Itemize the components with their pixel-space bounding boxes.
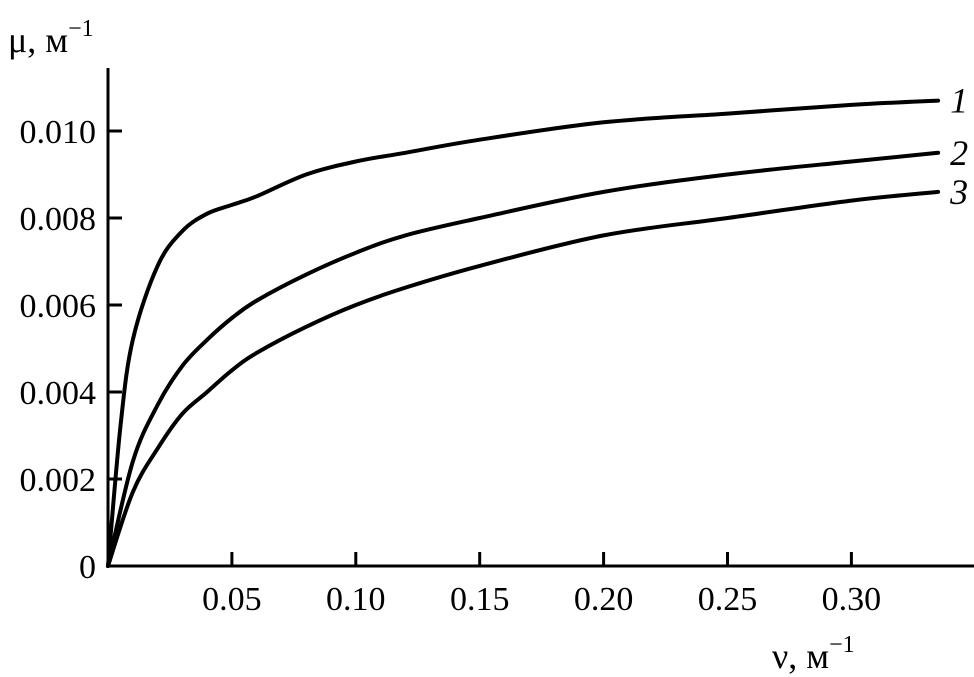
y-tick-label: 0: [79, 549, 96, 586]
x-tick-label: 0.30: [822, 581, 882, 618]
x-tick-label: 0.25: [698, 581, 758, 618]
x-tick-label: 0.15: [450, 581, 510, 618]
y-tick-label: 0.008: [20, 201, 97, 238]
y-tick-label: 0.006: [20, 288, 97, 325]
series-1-label: 1: [950, 81, 968, 121]
axes: [106, 68, 974, 568]
series-2-label: 2: [950, 133, 968, 173]
y-tick-label: 0.004: [20, 375, 97, 412]
series-2-line: [106, 150, 941, 568]
x-tick-label: 0.05: [202, 581, 262, 618]
series-labels: 1 23: [949, 81, 968, 212]
series-1-line: [106, 98, 941, 568]
y-axis-title-sup: −1: [68, 16, 94, 42]
svg-text:μ, м−1: μ, м−1: [8, 16, 94, 60]
ticks: [108, 129, 853, 566]
y-axis-title: μ, м−1: [8, 16, 94, 60]
x-tick-label: 0.20: [574, 581, 634, 618]
y-axis-title-main: μ, м: [8, 20, 68, 60]
curves: [106, 98, 941, 568]
x-tick-label: 0.10: [326, 581, 386, 618]
x-axis-title-sup: −1: [829, 632, 855, 658]
series-3-line: [106, 189, 941, 568]
tick-labels: 0.05 0.10 0.15 0.20 0.25 0.30 0 0.002 0.004 0.006…: [20, 114, 882, 618]
svg-text:ν, м−1: ν, м−1: [772, 632, 855, 676]
series-3-label: 3: [949, 172, 968, 212]
y-tick-label: 0.002: [20, 462, 97, 499]
x-axis-title: ν, м−1: [772, 632, 855, 676]
x-axis-title-main: ν, м: [772, 636, 829, 676]
y-tick-label: 0.010: [20, 114, 97, 151]
